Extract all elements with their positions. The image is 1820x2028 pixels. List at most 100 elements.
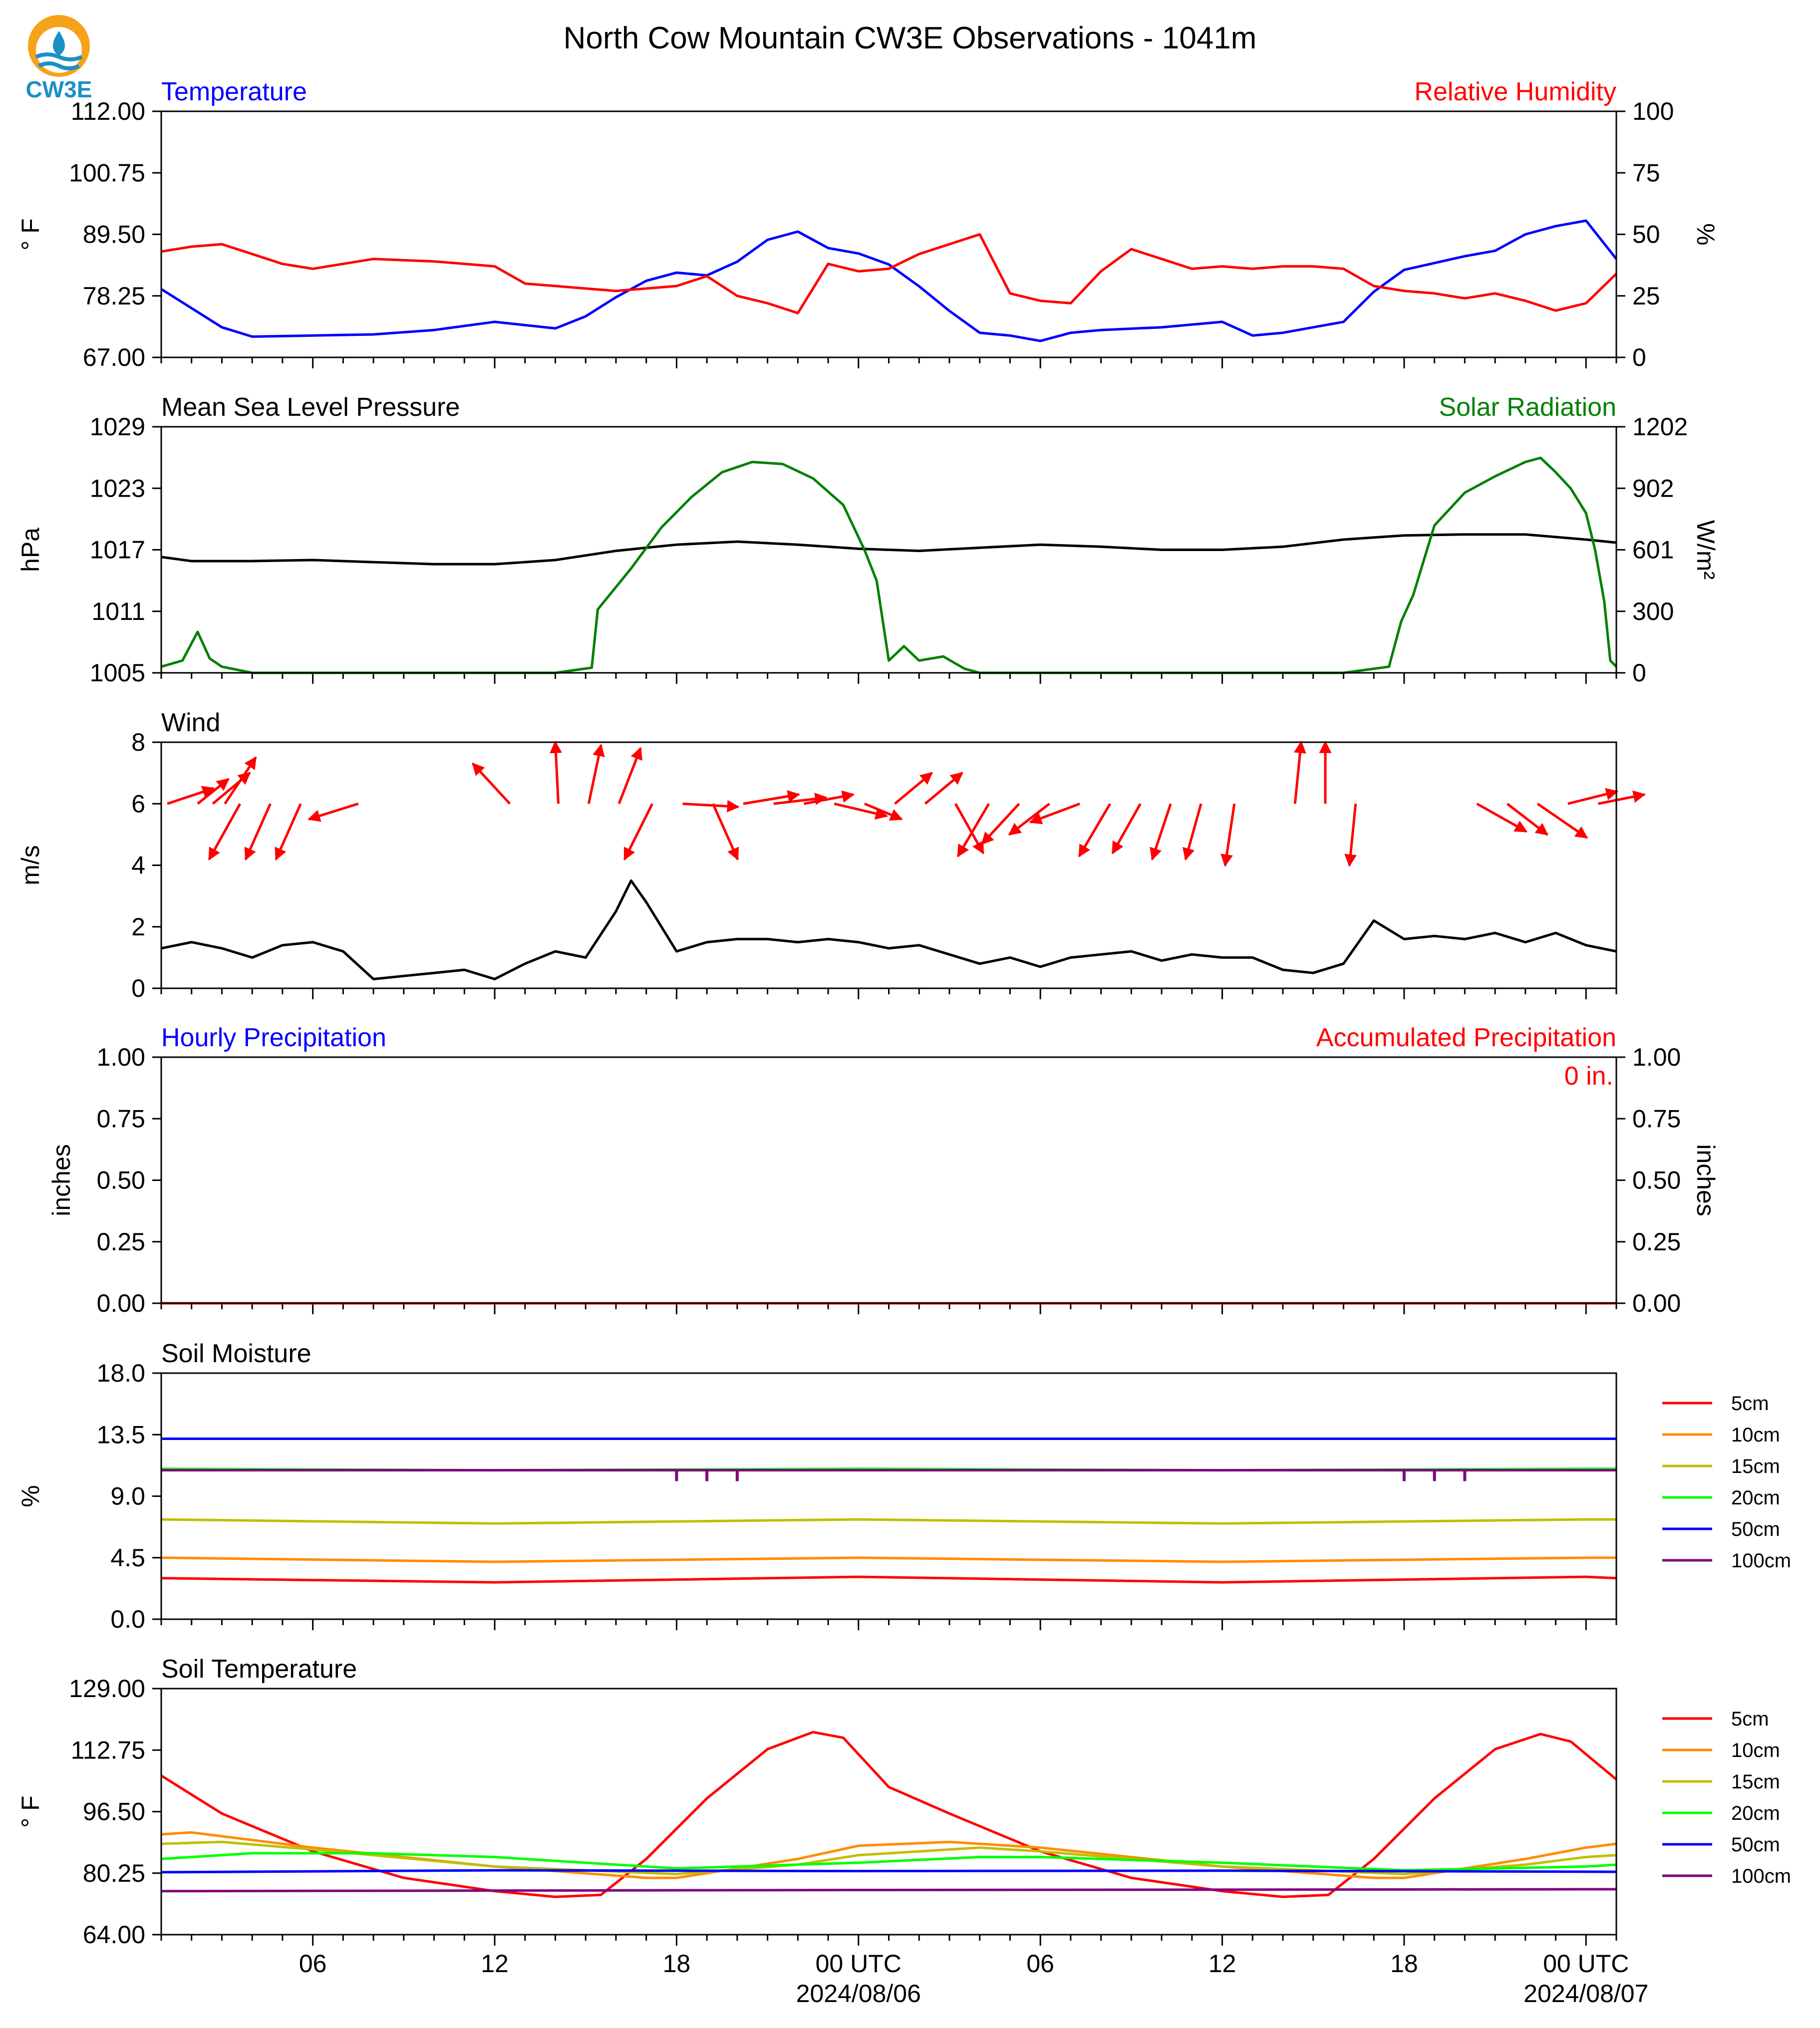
y-tick-label-left: 0.0 bbox=[110, 1605, 145, 1633]
wind-vector-arrow bbox=[1476, 803, 1528, 833]
x-tick-label: 12 bbox=[1209, 1950, 1236, 1978]
y-tick-label-right: 300 bbox=[1632, 597, 1674, 625]
y-axis-label-left: m/s bbox=[16, 845, 44, 885]
legend-label: 50cm bbox=[1731, 1518, 1780, 1540]
y-tick-label-left: 13.5 bbox=[97, 1421, 145, 1449]
legend-label: 5cm bbox=[1731, 1393, 1769, 1415]
legend: 5cm 10cm 15cm 20cm 50cm 100cm bbox=[1662, 1393, 1791, 1572]
y-tick-label-right: 601 bbox=[1632, 536, 1674, 564]
wind-vector-arrow bbox=[894, 772, 933, 805]
y-tick-label-left: 4 bbox=[131, 852, 145, 879]
legend-label: 15cm bbox=[1731, 1455, 1780, 1477]
wind-vector-arrow bbox=[197, 778, 230, 805]
x-tick-label: 18 bbox=[1390, 1950, 1418, 1978]
y-tick-label-right: 100 bbox=[1632, 97, 1674, 125]
y-tick-label-left: 6 bbox=[131, 790, 145, 818]
series-line-50cm bbox=[161, 1869, 1617, 1874]
y-tick-label-right: 0.50 bbox=[1632, 1166, 1681, 1194]
wind-vector-arrow bbox=[1220, 803, 1236, 867]
panel-soil-temperature: Soil Temperature 64.00 80.25 96.50 112.75 129… bbox=[16, 1655, 1791, 1949]
panel-title-left: Wind bbox=[161, 708, 220, 737]
y-axis-label-right: W/m² bbox=[1692, 520, 1720, 579]
wind-vector-arrow bbox=[275, 803, 302, 861]
wind-vector-arrow bbox=[954, 803, 985, 855]
cw3e-logo: CW3E bbox=[26, 15, 92, 102]
wind-vector-arrow bbox=[623, 803, 654, 861]
y-tick-label-right: 1202 bbox=[1632, 413, 1688, 441]
legend-label: 5cm bbox=[1731, 1708, 1769, 1730]
y-tick-label-right: 0.00 bbox=[1632, 1289, 1681, 1317]
y-tick-label-left: 1017 bbox=[90, 536, 145, 564]
panel-title-left: Temperature bbox=[161, 77, 307, 106]
series-line-temperature bbox=[160, 219, 1617, 342]
logo-wave-icon bbox=[38, 61, 80, 70]
y-tick-label-left: 0.00 bbox=[97, 1289, 145, 1317]
x-tick-label: 06 bbox=[1026, 1950, 1054, 1978]
wind-vector-arrow bbox=[472, 762, 511, 805]
wind-vector-arrow bbox=[864, 802, 903, 821]
legend-label: 20cm bbox=[1731, 1802, 1780, 1824]
wind-vector-arrow bbox=[773, 793, 828, 805]
panel-temperature: Temperature Relative Humidity 67.00 78.25 89… bbox=[16, 77, 1720, 371]
wind-vector-arrow bbox=[1029, 802, 1080, 825]
y-axis-label-left: hPa bbox=[16, 528, 44, 572]
wind-vector-arrow bbox=[1182, 803, 1203, 861]
y-axis-label-left: ° F bbox=[16, 218, 44, 250]
panel-title-right: Solar Radiation bbox=[1439, 393, 1616, 422]
series-line-wind-speed bbox=[161, 879, 1617, 980]
legend: 5cm 10cm 15cm 20cm 50cm 100cm bbox=[1662, 1708, 1791, 1887]
panel-title-right: Relative Humidity bbox=[1414, 77, 1616, 106]
wind-vector-arrow bbox=[587, 744, 605, 804]
plot-frame bbox=[160, 426, 1617, 674]
plot-frame bbox=[160, 741, 1617, 989]
y-tick-label-right: 50 bbox=[1632, 221, 1660, 249]
wind-vector-arrow bbox=[167, 786, 215, 805]
y-tick-label-left: 0.50 bbox=[97, 1166, 145, 1194]
y-tick-label-right: 0 bbox=[1632, 659, 1646, 687]
x-tick-label: 06 bbox=[299, 1950, 327, 1978]
y-tick-label-left: 1.00 bbox=[97, 1043, 145, 1071]
wind-vector-arrow bbox=[1293, 740, 1306, 804]
y-axis-label-left: ° F bbox=[16, 1795, 44, 1827]
legend-label: 15cm bbox=[1731, 1771, 1780, 1793]
chart-panels: Temperature Relative Humidity67.0078.2589… bbox=[16, 77, 1791, 2008]
series-line-10cm bbox=[161, 1556, 1616, 1563]
y-tick-label-left: 1011 bbox=[91, 597, 145, 625]
y-tick-label-right: 1.00 bbox=[1632, 1043, 1681, 1071]
series-line-mean-sea-level-pressure bbox=[161, 533, 1617, 566]
wind-vector-arrow bbox=[1598, 790, 1646, 805]
plot-frame bbox=[160, 1688, 1617, 1936]
y-tick-label-right: 0.75 bbox=[1632, 1105, 1681, 1133]
series-line-100cm bbox=[161, 1888, 1617, 1893]
y-tick-label-left: 8 bbox=[131, 728, 145, 756]
y-axis-label-right: inches bbox=[1692, 1144, 1720, 1216]
x-tick-date-label: 2024/08/07 bbox=[1523, 1980, 1648, 2008]
panel-title-left: Mean Sea Level Pressure bbox=[161, 393, 460, 422]
panel-title-left: Hourly Precipitation bbox=[161, 1023, 386, 1052]
y-axis-label-right: % bbox=[1692, 223, 1720, 245]
legend-label: 100cm bbox=[1731, 1550, 1791, 1572]
panel-title-left: Soil Temperature bbox=[161, 1655, 357, 1684]
y-tick-label-left: 129.00 bbox=[69, 1675, 145, 1703]
y-tick-label-left: 89.50 bbox=[83, 221, 145, 249]
wind-vector-arrow bbox=[956, 803, 990, 858]
y-tick-label-left: 0.75 bbox=[97, 1105, 145, 1133]
y-tick-label-left: 2 bbox=[131, 913, 145, 941]
wind-vector-arrow bbox=[617, 747, 642, 805]
wind-vector-arrow bbox=[803, 790, 855, 805]
y-tick-label-left: 96.50 bbox=[83, 1798, 145, 1826]
y-tick-label-left: 0 bbox=[131, 974, 145, 1002]
panel-title-right: Accumulated Precipitation bbox=[1316, 1023, 1616, 1052]
wind-vector-arrow bbox=[549, 740, 562, 804]
wind-vector-arrow bbox=[307, 802, 359, 822]
y-tick-label-left: 18.0 bbox=[97, 1359, 145, 1387]
panel-soil-moisture: Soil Moisture 0.0 4.5 9.0 13.5 18.0% 5cm 10cm 15… bbox=[16, 1339, 1791, 1633]
y-tick-label-left: 78.25 bbox=[83, 282, 145, 310]
y-tick-label-left: 100.75 bbox=[69, 159, 145, 187]
x-tick-label: 18 bbox=[663, 1950, 691, 1978]
wind-vector-arrow bbox=[1150, 803, 1172, 861]
y-tick-label-left: 112.75 bbox=[71, 1736, 145, 1764]
x-tick-date-label: 2024/08/06 bbox=[796, 1980, 921, 2008]
panel-mean-sea-level-pressure: Mean Sea Level Pressure Solar Radiation 10… bbox=[16, 393, 1720, 687]
